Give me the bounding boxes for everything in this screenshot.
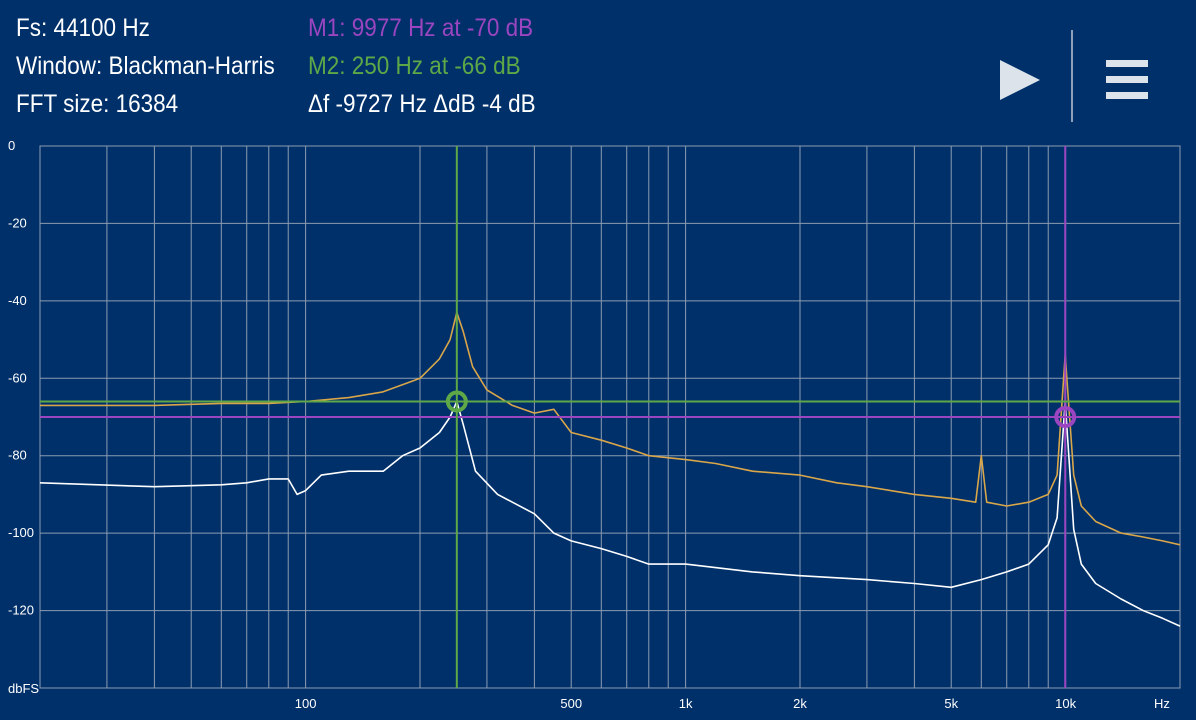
marker2-readout: M2: 250 Hz at -66 dB [308, 52, 521, 80]
menu-button[interactable] [1096, 52, 1156, 108]
x-tick-label: 500 [560, 696, 582, 711]
y-tick-label: -120 [8, 603, 34, 618]
live-spectrum-trace [39, 400, 1181, 627]
x-tick-label: 2k [793, 696, 807, 711]
y-tick-label: 0 [8, 138, 15, 153]
toolbar-divider [1071, 30, 1073, 122]
m2-marker-circle [445, 390, 468, 413]
m1-marker-circle [1054, 406, 1077, 428]
y-tick-label: -40 [8, 293, 27, 308]
x-tick-label: 100 [295, 696, 317, 711]
y-tick-label: -20 [8, 215, 27, 230]
play-button[interactable] [990, 52, 1050, 108]
fft-size-label: FFT size: 16384 [16, 90, 179, 118]
sample-rate-label: Fs: 44100 Hz [16, 14, 150, 42]
y-tick-label: -80 [8, 448, 27, 463]
hamburger-menu-icon [1106, 60, 1148, 99]
y-tick-label: -60 [8, 370, 27, 385]
delta-readout: Δf -9727 Hz ΔdB -4 dB [308, 90, 536, 118]
x-axis-label: Hz [1154, 696, 1170, 711]
x-tick-label: 1k [679, 696, 693, 711]
x-tick-label: 5k [944, 696, 958, 711]
y-axis-label: dbFS [8, 681, 39, 696]
max-hold-trace [40, 311, 1181, 546]
y-tick-label: -100 [8, 525, 34, 540]
window-label: Window: Blackman-Harris [16, 52, 275, 80]
play-icon [1000, 60, 1040, 100]
marker1-readout: M1: 9977 Hz at -70 dB [308, 14, 534, 42]
x-tick-label: 10k [1055, 696, 1076, 711]
